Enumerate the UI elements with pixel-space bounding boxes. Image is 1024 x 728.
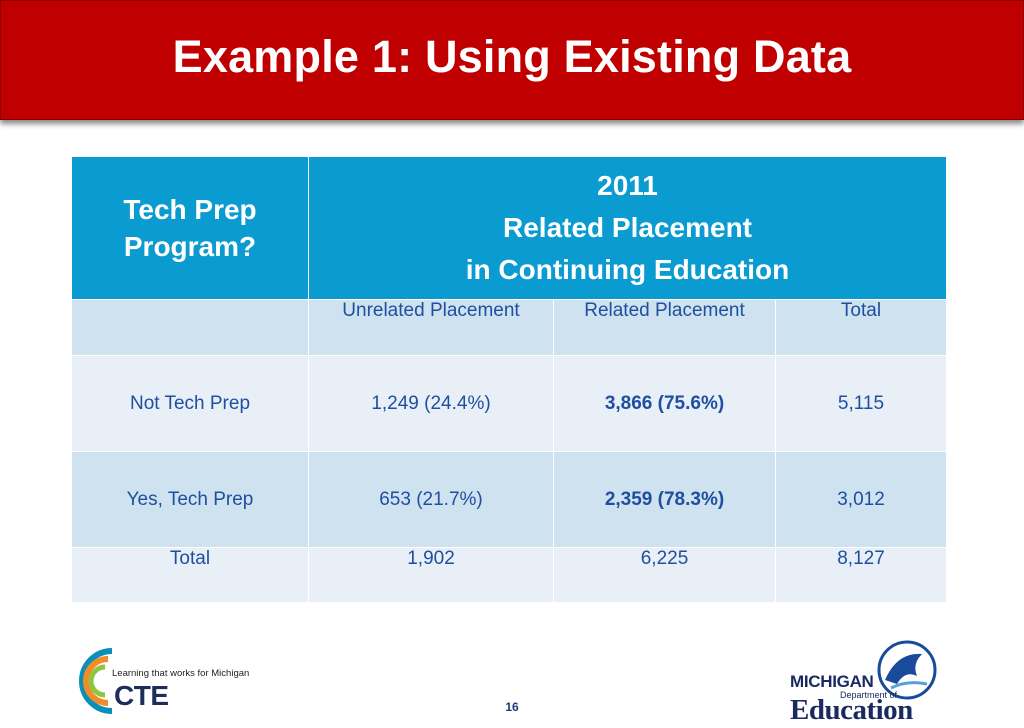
subheader-cell: Total (775, 299, 947, 356)
mde-dept-text: Department of (840, 690, 898, 700)
table-cell: 8,127 (775, 547, 947, 603)
cte-wordmark: CTE (114, 680, 169, 711)
title-bar: Example 1: Using Existing Data (0, 0, 1024, 120)
table-row: Yes, Tech Prep 653 (21.7%) 2,359 (78.3%)… (71, 451, 947, 548)
table-cell: Not Tech Prep (71, 355, 309, 452)
table-cell: Yes, Tech Prep (71, 451, 309, 548)
table-header-row: Tech Prep Program? 2011 Related Placemen… (71, 156, 947, 300)
table-cell: 2,359 (78.3%) (553, 451, 776, 548)
table-row: Not Tech Prep 1,249 (24.4%) 3,866 (75.6%… (71, 355, 947, 452)
table-cell: 3,866 (75.6%) (553, 355, 776, 452)
subheader-cell (71, 299, 309, 356)
page-number: 16 (505, 700, 519, 714)
header-tech-prep: Tech Prep Program? (71, 156, 309, 300)
table-cell: 1,249 (24.4%) (308, 355, 554, 452)
placement-table: Tech Prep Program? 2011 Related Placemen… (71, 156, 947, 603)
cte-tagline: Learning that works for Michigan (112, 668, 250, 679)
table-cell: Total (71, 547, 309, 603)
mde-seal-icon (877, 640, 937, 700)
table-cell: 1,902 (308, 547, 554, 603)
cte-logo (79, 648, 113, 714)
slide-title: Example 1: Using Existing Data (172, 31, 852, 82)
table-cell: 3,012 (775, 451, 947, 548)
table-cell: 653 (21.7%) (308, 451, 554, 548)
subheader-cell: Related Placement (553, 299, 776, 356)
table-row-total: Total 1,902 6,225 8,127 (71, 547, 947, 603)
header-related-placement: 2011 Related Placement in Continuing Edu… (308, 156, 947, 300)
table-cell: 5,115 (775, 355, 947, 452)
mde-education-text: Education (790, 694, 913, 726)
table-cell: 6,225 (553, 547, 776, 603)
mde-michigan-text: MICHIGAN (790, 672, 874, 691)
table-subheader-row: Unrelated Placement Related Placement To… (71, 299, 947, 356)
subheader-cell: Unrelated Placement (308, 299, 554, 356)
